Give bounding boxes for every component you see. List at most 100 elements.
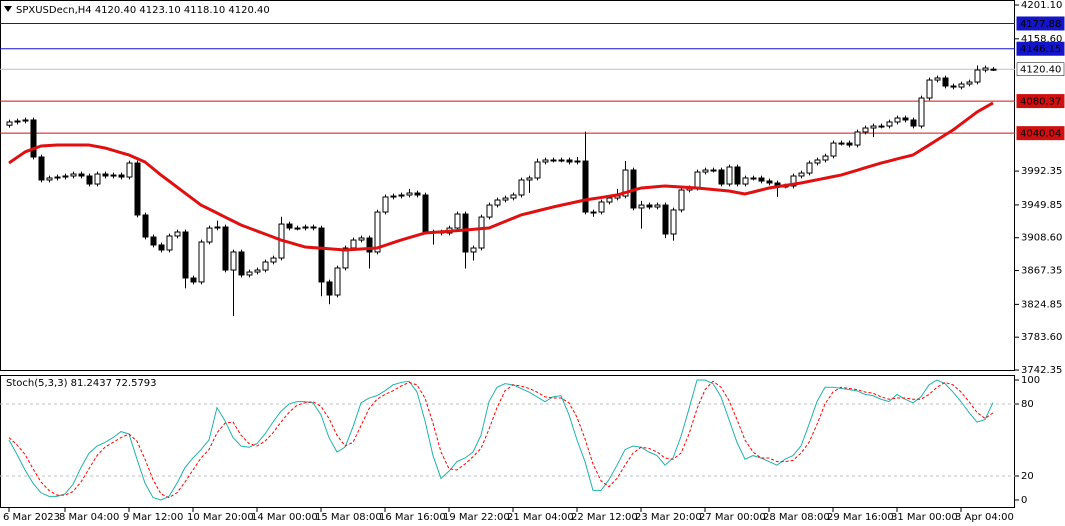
y-tick-label: 3867.35 <box>1021 266 1062 277</box>
candle-body <box>502 197 509 201</box>
candle-body <box>590 211 597 214</box>
candle-body <box>726 166 733 185</box>
x-tick-label: 14 Mar 00:00 <box>251 512 318 523</box>
candle-body <box>886 121 893 127</box>
level-label-box <box>1016 126 1065 141</box>
indicator-title: Stoch(5,3,3) 81.2437 72.5793 <box>6 378 157 389</box>
candle-body <box>190 277 197 283</box>
candle-body <box>838 142 845 145</box>
candle-body <box>678 189 685 211</box>
candle-body <box>478 216 485 249</box>
candle-body <box>926 79 933 99</box>
x-tick-label: 31 Mar 00:00 <box>891 512 958 523</box>
candle-body <box>174 231 181 237</box>
candle-body <box>558 159 565 162</box>
level-label: 4080.37 <box>1020 97 1061 108</box>
indicator-line <box>8 379 994 501</box>
level-label: 4146.15 <box>1020 44 1061 55</box>
candle-body <box>734 166 741 185</box>
candle-body <box>830 142 837 157</box>
y-tick-label: 80 <box>1021 399 1034 410</box>
candle-body <box>134 162 141 216</box>
chart-title: SPXUSDecn,H4 4120.40 4123.10 4118.10 412… <box>16 5 270 16</box>
candle-body <box>166 235 173 251</box>
candle-body <box>126 162 133 178</box>
candle-body <box>86 175 93 185</box>
candle-body <box>822 155 829 161</box>
candle-body <box>390 195 397 198</box>
candle-body <box>406 192 413 196</box>
candle-body <box>894 117 901 123</box>
candle-body <box>798 172 805 177</box>
candle-body <box>246 271 253 276</box>
candle-body <box>806 162 813 174</box>
x-tick-label: 16 Mar 16:00 <box>379 512 446 523</box>
candle-body <box>326 281 333 296</box>
candle-body <box>198 241 205 283</box>
candle-body <box>342 247 349 269</box>
y-tick-label: 4201.10 <box>1021 0 1062 11</box>
candle-body <box>70 173 77 177</box>
candle-body <box>94 173 101 185</box>
candle-body <box>102 173 109 177</box>
candle-body <box>966 81 973 85</box>
candle-body <box>382 196 389 213</box>
x-tick-label: 28 Mar 08:00 <box>763 512 830 523</box>
candle-body <box>550 159 557 162</box>
candle-body <box>158 244 165 251</box>
candle-body <box>358 237 365 241</box>
x-tick-label: 3 Apr 04:00 <box>955 512 1014 523</box>
candle-body <box>294 227 301 230</box>
candle-body <box>462 213 469 253</box>
candle-body <box>902 117 909 121</box>
x-tick-label: 21 Mar 04:00 <box>507 512 574 523</box>
candle-body <box>118 174 125 178</box>
candle-body <box>142 214 149 238</box>
candle-body <box>766 180 773 184</box>
y-tick-label: 3949.85 <box>1021 200 1062 211</box>
candle-body <box>518 179 525 196</box>
candle-body <box>238 251 245 276</box>
y-tick-label: 100 <box>1021 375 1040 386</box>
candle-body <box>310 226 317 229</box>
level-label: 4040.04 <box>1020 129 1061 140</box>
candle-body <box>670 209 677 235</box>
candle-body <box>950 85 957 88</box>
x-tick-label: 15 Mar 08:00 <box>315 512 382 523</box>
candle-body <box>694 171 701 189</box>
level-label-box <box>1016 41 1065 56</box>
candle-body <box>54 176 61 179</box>
candle-body <box>918 97 925 127</box>
candle-body <box>334 267 341 296</box>
x-tick-label: 9 Mar 12:00 <box>123 512 183 523</box>
candle-body <box>742 177 749 185</box>
price-panel-frame <box>0 0 1015 371</box>
candle-body <box>110 174 117 177</box>
y-tick-label: 3783.60 <box>1021 332 1062 343</box>
candle-body <box>494 199 501 206</box>
candle-body <box>286 223 293 229</box>
y-tick-label: 20 <box>1021 471 1034 482</box>
candle-body <box>526 177 533 181</box>
candle-body <box>542 159 549 163</box>
candle-body <box>22 119 29 122</box>
candle-body <box>862 127 869 133</box>
candle-body <box>150 236 157 246</box>
candle-body <box>854 131 861 146</box>
candle-body <box>846 142 853 146</box>
candle-body <box>990 68 997 71</box>
candle-body <box>366 237 373 253</box>
level-label-box <box>1016 62 1065 76</box>
candle-body <box>486 204 493 218</box>
candle-body <box>718 169 725 185</box>
candle-body <box>414 192 421 196</box>
level-label-box <box>1016 94 1065 109</box>
candle-body <box>350 239 357 249</box>
y-tick-label: 3992.35 <box>1021 166 1062 177</box>
candle-body <box>646 204 653 208</box>
candle-body <box>758 177 765 182</box>
level-label: 4177.88 <box>1020 19 1061 30</box>
candle-body <box>302 226 309 229</box>
